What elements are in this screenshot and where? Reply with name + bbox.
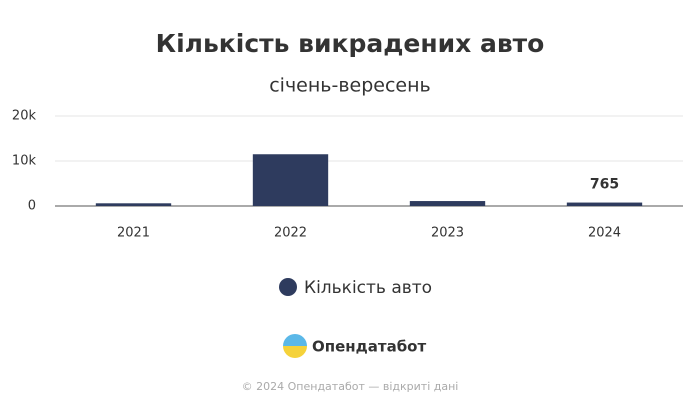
bar <box>252 154 329 206</box>
bar <box>409 201 486 206</box>
legend-marker <box>279 278 297 296</box>
y-tick-label: 0 <box>28 199 36 214</box>
footer: © 2024 Опендатабот — відкриті дані <box>242 380 459 393</box>
x-tick-label: 2023 <box>431 226 464 241</box>
x-tick-label: 2022 <box>274 226 307 241</box>
x-tick-label: 2021 <box>117 226 150 241</box>
y-tick-label: 10k <box>12 154 37 169</box>
chart-title: Кількість викрадених авто <box>156 29 545 58</box>
logo-icon <box>283 334 307 358</box>
data-label: 765 <box>590 177 619 193</box>
bar <box>566 202 643 206</box>
chart-subtitle: січень-вересень <box>269 75 431 97</box>
bar <box>95 203 172 206</box>
legend-label: Кількість авто <box>304 278 432 298</box>
y-tick-label: 20k <box>12 109 37 124</box>
x-tick-label: 2024 <box>588 226 621 241</box>
logo-text: Опендатабот <box>312 338 426 356</box>
